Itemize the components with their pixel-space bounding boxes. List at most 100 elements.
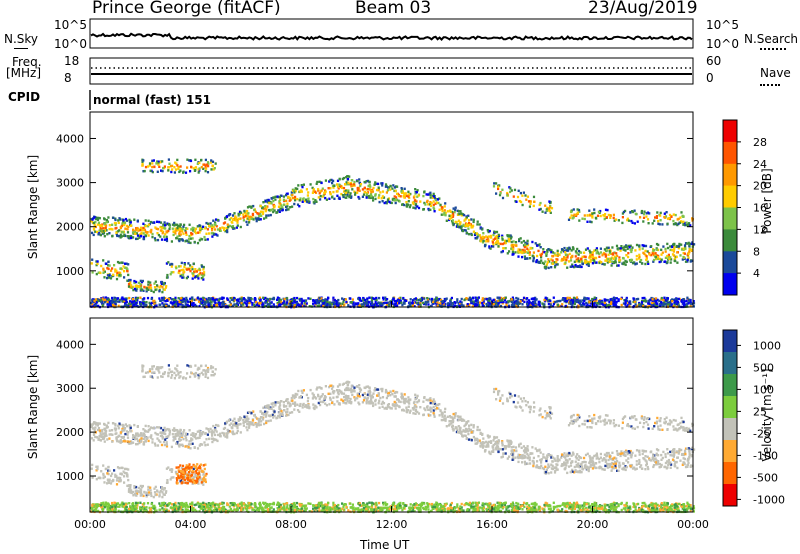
- power-cell: [445, 219, 448, 222]
- power-cell: [365, 193, 369, 196]
- power-cell: [167, 169, 170, 172]
- power-cell: [319, 198, 322, 201]
- velocity-cell: [243, 417, 246, 420]
- power-cell: [161, 286, 164, 289]
- power-cell: [98, 224, 101, 227]
- velocity-cell: [191, 442, 194, 445]
- velocity-cell: [217, 433, 220, 437]
- power-cell: [194, 268, 197, 271]
- power-cell: [268, 202, 271, 205]
- power-cell: [508, 234, 511, 237]
- power-cell: [632, 300, 635, 304]
- power-cell: [602, 214, 605, 217]
- power-cell: [118, 273, 121, 277]
- power-cell: [247, 301, 250, 304]
- power-cell: [183, 270, 186, 273]
- power-cell: [208, 232, 211, 235]
- power-cell: [544, 265, 548, 269]
- power-cell: [510, 240, 513, 244]
- power-cell: [207, 222, 210, 225]
- velocity-cell: [178, 439, 181, 442]
- velocity-cell: [259, 417, 262, 421]
- power-cell: [532, 259, 535, 262]
- velocity-cell: [251, 419, 255, 422]
- power-cell: [476, 296, 479, 300]
- power-cell: [673, 242, 676, 246]
- power-cell: [396, 298, 399, 301]
- velocity-cell: [345, 381, 348, 384]
- velocity-cell: [314, 405, 317, 408]
- power-cell: [690, 248, 693, 251]
- power-cell: [622, 210, 625, 214]
- power-cell: [133, 230, 137, 234]
- power-cell: [375, 182, 378, 185]
- power-cell: [204, 227, 207, 230]
- power-cell: [443, 209, 446, 212]
- power-cell: [223, 221, 227, 224]
- power-cell: [286, 297, 289, 300]
- power-cell: [645, 258, 648, 262]
- power-cell: [451, 212, 455, 215]
- power-cell: [405, 203, 409, 206]
- velocity-cell: [97, 422, 100, 425]
- velocity-cell: [239, 422, 242, 426]
- velocity-cell: [353, 388, 356, 392]
- power-cell: [362, 301, 365, 305]
- power-cell: [317, 299, 320, 303]
- power-cell: [162, 283, 165, 286]
- power-cell: [151, 165, 154, 169]
- power-cell: [151, 162, 154, 165]
- power-cell: [366, 297, 369, 300]
- velocity-cell: [346, 380, 349, 384]
- power-cell: [487, 239, 490, 243]
- power-cell: [626, 299, 629, 303]
- power-cell: [460, 212, 463, 215]
- power-cell: [198, 161, 201, 165]
- power-cell: [487, 230, 490, 234]
- power-cell: [515, 301, 518, 305]
- power-cell: [372, 186, 375, 190]
- power-cell: [250, 297, 253, 301]
- power-cell: [554, 264, 557, 267]
- power-cell: [152, 159, 155, 162]
- power-cell: [398, 299, 402, 302]
- power-cell: [491, 241, 494, 244]
- velocity-cell: [178, 435, 181, 439]
- power-cell: [111, 223, 114, 226]
- power-cell: [123, 221, 127, 224]
- power-cell: [578, 303, 582, 306]
- power-cell: [554, 300, 557, 304]
- power-cell: [581, 217, 584, 220]
- power-cell: [159, 229, 162, 232]
- power-cell: [389, 188, 392, 191]
- power-cell: [291, 205, 294, 208]
- power-cell: [400, 301, 403, 304]
- power-cell: [182, 232, 185, 235]
- power-cell: [292, 297, 295, 301]
- power-cell: [643, 296, 646, 300]
- power-cell: [112, 216, 115, 219]
- power-cell: [172, 271, 175, 274]
- power-cell: [660, 253, 663, 256]
- power-cell: [502, 247, 505, 250]
- power-cell: [529, 303, 532, 306]
- velocity-cell: [348, 399, 351, 403]
- power-cell: [566, 296, 569, 300]
- power-cell: [689, 301, 692, 304]
- velocity-cell: [212, 424, 215, 428]
- power-cell: [590, 220, 593, 224]
- power-cell: [655, 215, 658, 218]
- power-ytick-label: 4000: [56, 132, 84, 145]
- power-cell: [542, 262, 546, 265]
- power-cell: [492, 238, 495, 241]
- power-cell: [132, 303, 135, 307]
- freq-tick-low: 8: [64, 71, 72, 85]
- velocity-cell: [98, 422, 101, 425]
- power-cell: [381, 195, 384, 198]
- power-cell: [393, 199, 396, 202]
- power-cell: [671, 248, 674, 252]
- power-cell: [357, 195, 360, 199]
- power-cell: [459, 302, 462, 306]
- power-cell: [138, 301, 142, 304]
- power-cell: [271, 297, 274, 301]
